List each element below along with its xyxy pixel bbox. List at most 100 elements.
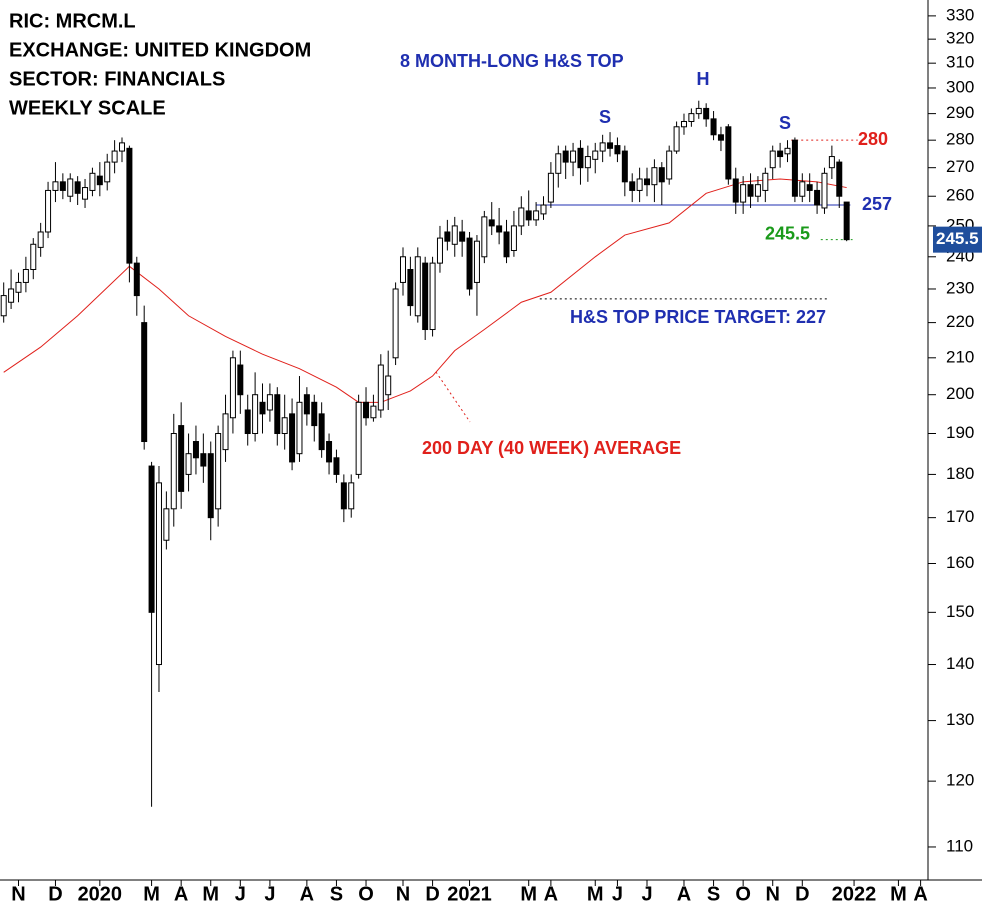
header-line: EXCHANGE: UNITED KINGDOM xyxy=(9,39,311,61)
x-tick-label: S xyxy=(330,883,343,905)
candle-body xyxy=(732,178,739,203)
x-tick-label: A xyxy=(913,883,927,905)
annotation: 8 MONTH-LONG H&S TOP xyxy=(400,51,624,71)
candle-body xyxy=(259,401,266,415)
x-tick-label: 2021 xyxy=(447,883,492,905)
candle-body xyxy=(680,120,687,128)
candle-body xyxy=(252,394,259,435)
candle-body xyxy=(170,433,177,510)
y-tick-label: 300 xyxy=(946,77,974,96)
candle-body xyxy=(555,153,562,174)
candle-body xyxy=(37,231,44,248)
candle-body xyxy=(503,231,510,258)
x-tick-label: M xyxy=(520,883,537,905)
candle-body xyxy=(178,425,185,492)
header-line: SECTOR: FINANCIALS xyxy=(9,68,225,90)
x-tick-label: A xyxy=(174,883,188,905)
candle-body xyxy=(163,508,170,541)
candle-body xyxy=(488,219,495,227)
candle-body xyxy=(392,288,399,359)
header-line: RIC: MRCM.L xyxy=(9,10,136,32)
y-tick-label: 160 xyxy=(946,553,974,572)
x-tick-label: D xyxy=(48,883,62,905)
candle-body xyxy=(547,172,554,203)
candle-body xyxy=(89,172,96,191)
candle-body xyxy=(644,178,651,186)
candle-body xyxy=(754,184,761,197)
candle-body xyxy=(769,150,776,169)
candle-body xyxy=(710,118,717,136)
candle-body xyxy=(533,210,540,221)
candle-body xyxy=(148,465,155,613)
candle-body xyxy=(496,225,503,233)
level-label: 245.5 xyxy=(765,223,810,243)
candle-body xyxy=(414,256,421,317)
annotation: S xyxy=(779,113,791,133)
y-tick-label: 150 xyxy=(946,602,974,621)
x-tick-label: N xyxy=(396,883,410,905)
candle-body xyxy=(791,139,798,197)
x-tick-label: 2020 xyxy=(78,883,123,905)
candle-body xyxy=(333,457,340,475)
candle-body xyxy=(740,184,747,203)
candle-body xyxy=(363,401,370,419)
y-tick-label: 290 xyxy=(946,103,974,122)
candle-body xyxy=(688,113,695,122)
candle-body xyxy=(155,482,162,666)
candle-body xyxy=(814,189,821,206)
candle-body xyxy=(673,126,680,152)
candle-body xyxy=(422,262,429,331)
candle-body xyxy=(318,413,325,451)
candle-body xyxy=(289,413,296,463)
candle-body xyxy=(340,482,347,510)
candle-body xyxy=(222,413,229,451)
candle-body xyxy=(399,256,406,283)
candle-body xyxy=(481,216,488,258)
candle-body xyxy=(141,322,148,443)
candle-body xyxy=(473,240,480,283)
y-tick-label: 220 xyxy=(946,312,974,331)
level-label: 280 xyxy=(858,129,888,149)
candle-body xyxy=(237,364,244,396)
candle-body xyxy=(104,161,111,183)
candle-body xyxy=(562,150,569,163)
candle-body xyxy=(570,150,577,163)
x-tick-label: O xyxy=(735,883,751,905)
candle-body xyxy=(821,172,828,209)
candle-body xyxy=(658,167,665,183)
y-tick-label: 200 xyxy=(946,384,974,403)
candle-body xyxy=(577,147,584,169)
candle-body xyxy=(629,181,636,191)
candle-body xyxy=(451,225,458,245)
y-tick-label: 280 xyxy=(946,130,974,149)
candle-body xyxy=(836,161,843,197)
candle-body xyxy=(651,167,658,186)
x-tick-label: J xyxy=(612,883,623,905)
candle-body xyxy=(377,364,384,411)
candle-body xyxy=(584,156,591,169)
candle-body xyxy=(444,231,451,242)
candle-body xyxy=(96,175,103,186)
candle-body xyxy=(74,181,81,194)
candle-body xyxy=(592,150,599,160)
candle-body xyxy=(762,172,769,191)
x-tick-label: M xyxy=(890,883,907,905)
candle-body xyxy=(45,189,52,233)
candle-body xyxy=(703,107,710,120)
candle-body xyxy=(843,201,850,241)
y-tick-label: 130 xyxy=(946,710,974,729)
candle-body xyxy=(666,150,673,180)
header-line: WEEKLY SCALE xyxy=(9,97,166,119)
y-tick-label: 210 xyxy=(946,347,974,366)
candle-body xyxy=(607,142,614,149)
candle-body xyxy=(200,453,207,467)
candle-body xyxy=(828,156,835,169)
annotation: H xyxy=(697,69,710,89)
x-tick-label: D xyxy=(795,883,809,905)
candle-body xyxy=(540,204,547,215)
candle-body xyxy=(185,453,192,475)
y-tick-label: 140 xyxy=(946,654,974,673)
candle-body xyxy=(192,441,199,459)
candle-body xyxy=(429,262,436,331)
